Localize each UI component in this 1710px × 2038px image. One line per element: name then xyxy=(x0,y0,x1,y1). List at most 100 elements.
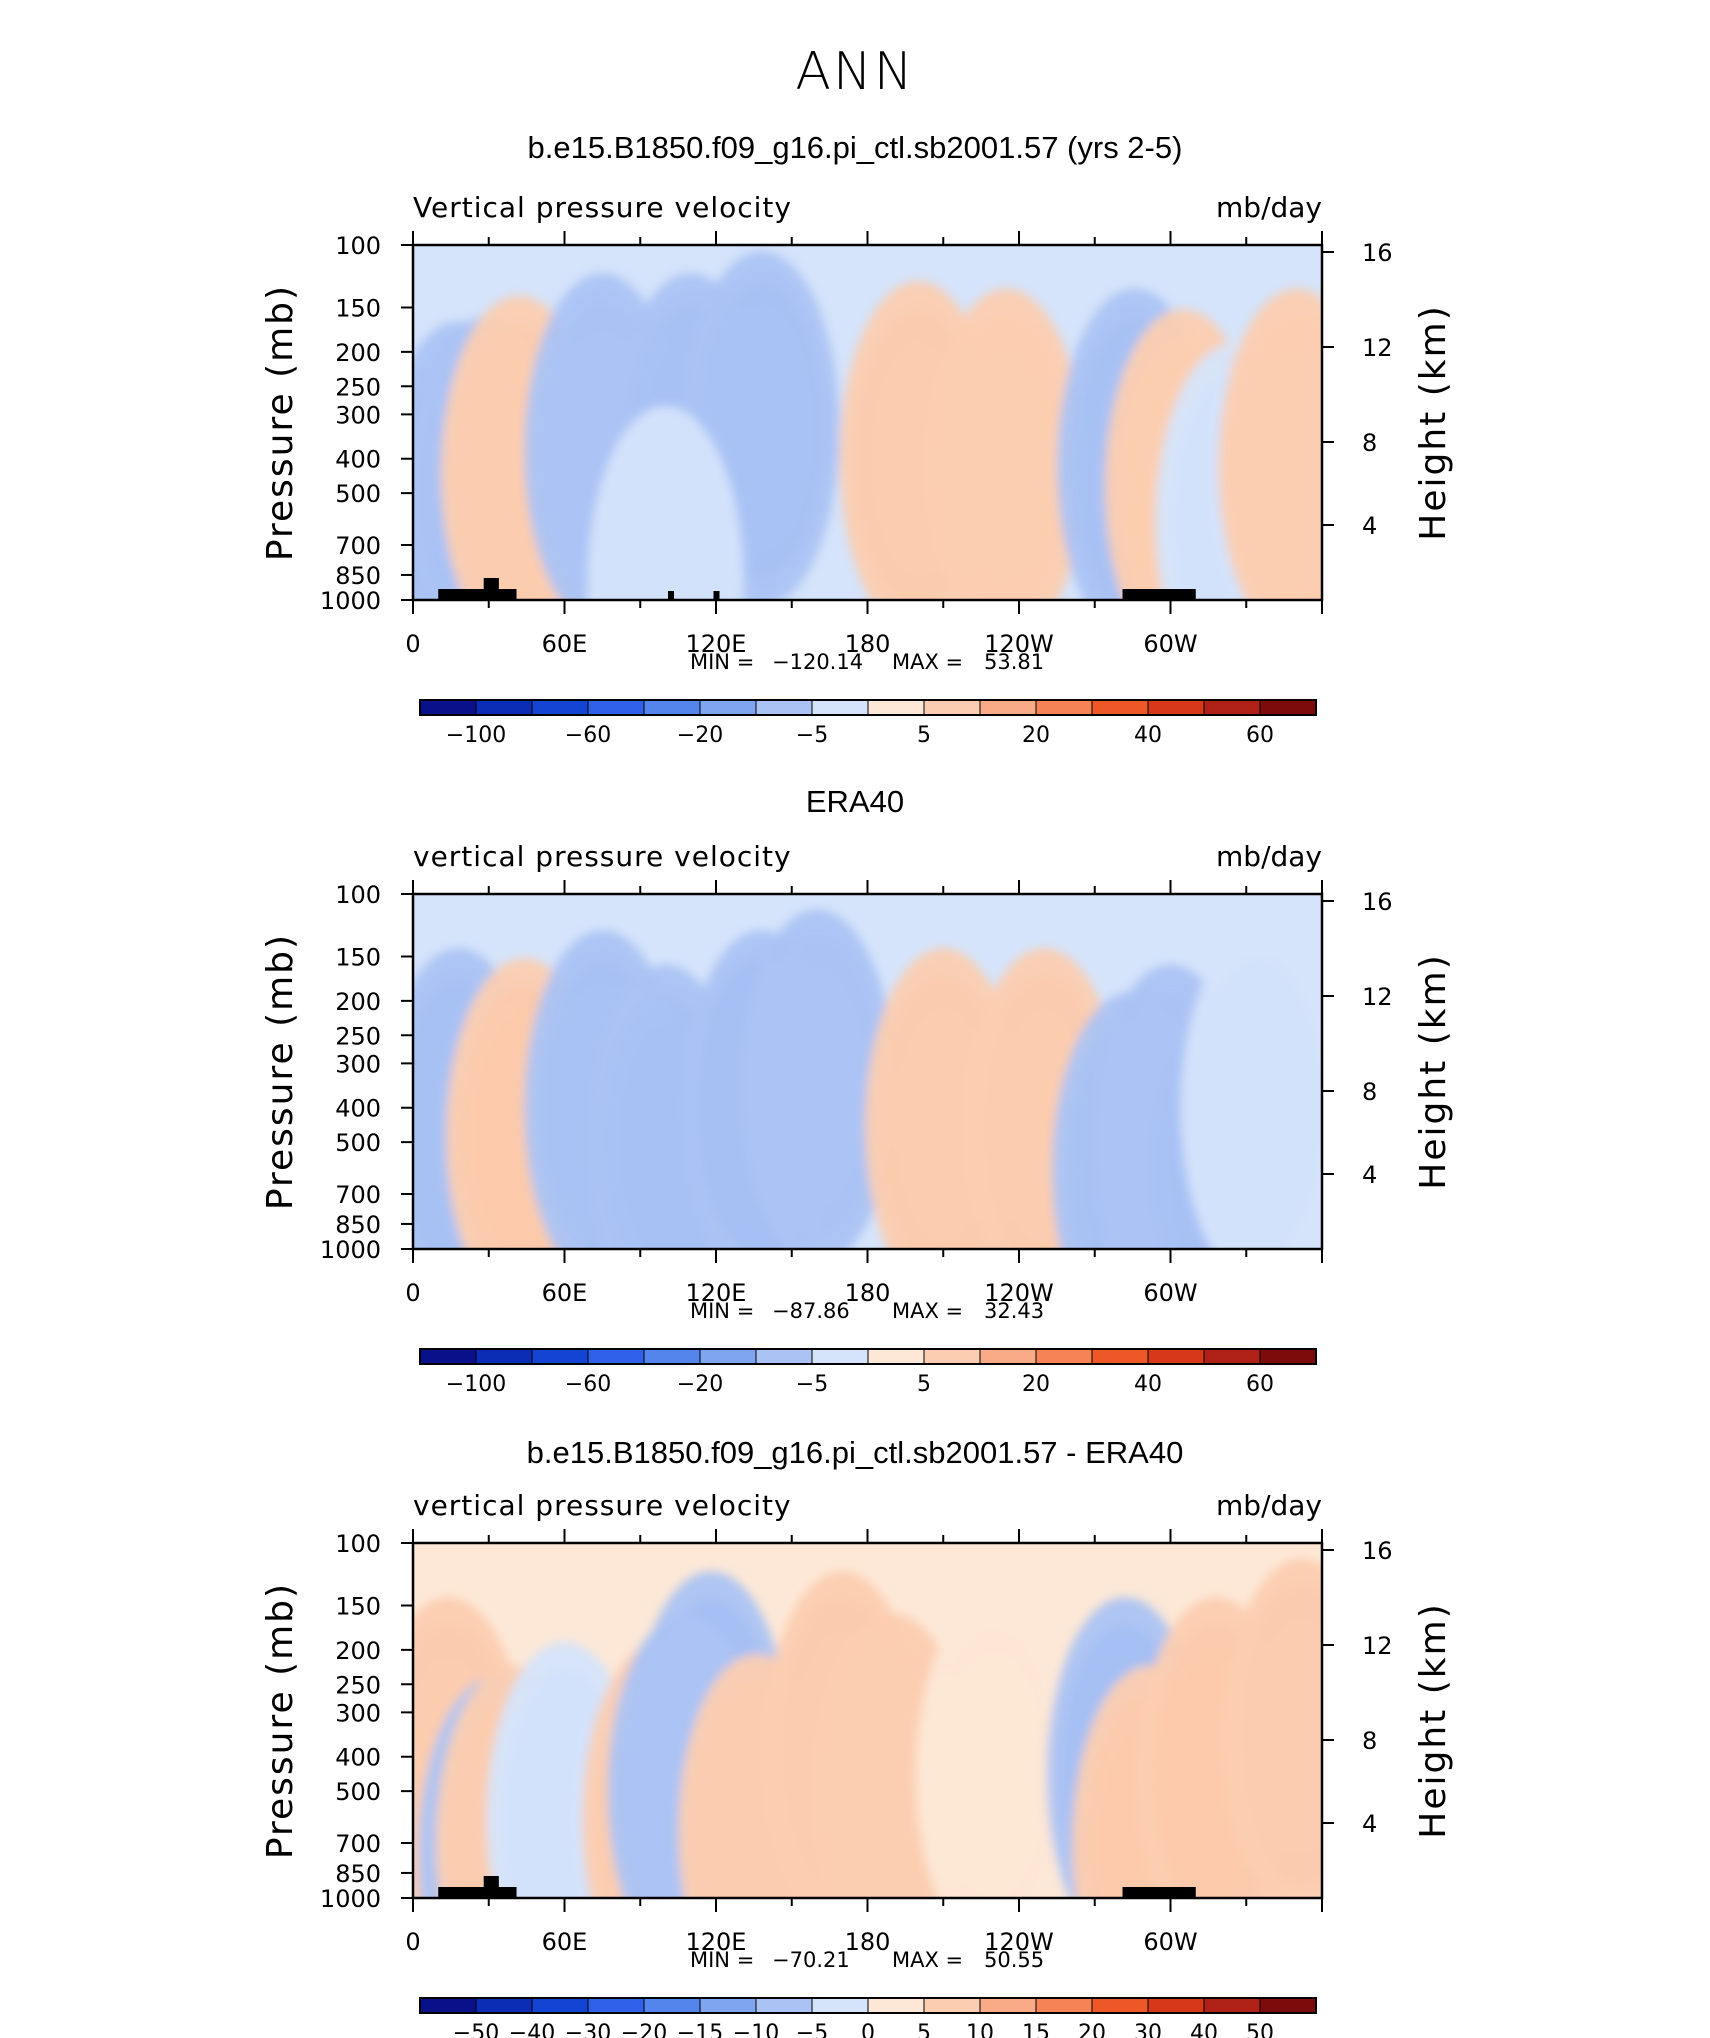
y-tick-label: 200 xyxy=(335,1637,381,1665)
colorbar-label: −10 xyxy=(733,2021,779,2038)
colorbar-swatch xyxy=(531,1997,589,2014)
colorbar-swatch xyxy=(699,1348,757,1365)
colorbar-label: −40 xyxy=(509,2021,555,2038)
panel-units-label: mb/day xyxy=(1216,191,1322,224)
figure-title: ANN xyxy=(795,42,915,102)
y2-axis-label: Height (km) xyxy=(1413,953,1454,1189)
colorbar-swatch xyxy=(419,1348,477,1365)
terrain-andes xyxy=(1122,589,1196,600)
y-tick-label: 1000 xyxy=(320,1236,381,1264)
colorbar-label: 40 xyxy=(1190,2021,1218,2038)
colorbar-swatch xyxy=(923,699,981,716)
colorbar-swatch xyxy=(811,1997,869,2014)
colorbar-swatch xyxy=(419,1997,477,2014)
colorbar-swatch xyxy=(643,1348,701,1365)
colorbar-label: −20 xyxy=(677,1372,723,1397)
y-tick-label: 200 xyxy=(335,339,381,367)
colorbar-label: −100 xyxy=(446,723,506,748)
colorbar-swatch xyxy=(1259,1348,1317,1365)
colorbar-label: −50 xyxy=(453,2021,499,2038)
x-tick-label: 60E xyxy=(542,1928,588,1956)
y-tick-label: 250 xyxy=(335,1022,381,1050)
x-tick-label: 120W xyxy=(984,1279,1054,1307)
panel-left-label: vertical pressure velocity xyxy=(413,1489,792,1522)
colorbar-swatch xyxy=(979,1997,1037,2014)
x-tick-label: 180 xyxy=(845,1279,891,1307)
colorbar-label: −100 xyxy=(446,1372,506,1397)
colorbar-label: −5 xyxy=(796,723,828,748)
colorbar-swatch xyxy=(1203,699,1261,716)
y-tick-label: 850 xyxy=(335,1211,381,1239)
colorbar-swatch xyxy=(1147,699,1205,716)
y2-tick-label: 16 xyxy=(1362,1537,1393,1565)
colorbar-swatch xyxy=(867,699,925,716)
colorbar-swatch xyxy=(531,699,589,716)
y-tick-label: 300 xyxy=(335,1699,381,1727)
x-tick-label: 120E xyxy=(686,1928,747,1956)
terrain-sumatra xyxy=(668,591,675,600)
y-tick-label: 700 xyxy=(335,532,381,560)
panel-3-title: b.e15.B1850.f09_g16.pi_ctl.sb2001.57 - E… xyxy=(526,1435,1184,1470)
colorbar-swatch xyxy=(1091,1997,1149,2014)
min-label: MIN = xyxy=(690,650,754,674)
panel-units-label: mb/day xyxy=(1216,840,1322,873)
contour-region xyxy=(739,909,895,1249)
y-tick-label: 250 xyxy=(335,1671,381,1699)
colorbar-swatch xyxy=(419,699,477,716)
y2-axis-label: Height (km) xyxy=(1413,1602,1454,1838)
contour-region xyxy=(1218,288,1322,600)
y2-tick-label: 4 xyxy=(1362,1161,1377,1189)
colorbar-label: 20 xyxy=(1078,2021,1106,2038)
terrain-andes xyxy=(1122,1887,1196,1898)
y2-tick-label: 4 xyxy=(1362,512,1377,540)
y2-axis-label: Height (km) xyxy=(1413,304,1454,540)
x-tick-label: 120W xyxy=(984,630,1054,658)
colorbar-label: 5 xyxy=(917,1372,931,1397)
colorbar-swatch xyxy=(1147,1348,1205,1365)
colorbar-swatch xyxy=(1035,1348,1093,1365)
contour-region xyxy=(915,1597,1072,1898)
colorbar-swatch xyxy=(587,1348,645,1365)
colorbar-label: 20 xyxy=(1022,723,1050,748)
min-label: MIN = xyxy=(690,1948,754,1972)
colorbar-label: −15 xyxy=(677,2021,723,2038)
colorbar-swatch xyxy=(475,699,533,716)
x-tick-label: 0 xyxy=(405,630,420,658)
colorbar-swatch xyxy=(979,1348,1037,1365)
y-tick-label: 100 xyxy=(335,881,381,909)
x-tick-label: 180 xyxy=(845,1928,891,1956)
x-tick-label: 60E xyxy=(542,1279,588,1307)
x-tick-label: 120E xyxy=(686,1279,747,1307)
y-tick-label: 500 xyxy=(335,1129,381,1157)
panel-1-title: b.e15.B1850.f09_g16.pi_ctl.sb2001.57 (yr… xyxy=(527,130,1183,165)
colorbar-label: 0 xyxy=(861,2021,875,2038)
colorbar-swatch xyxy=(755,1997,813,2014)
colorbar-label: 5 xyxy=(917,2021,931,2038)
y2-tick-label: 4 xyxy=(1362,1810,1377,1838)
min-value: −120.14 xyxy=(772,650,863,674)
colorbar-frame xyxy=(419,1997,1317,2014)
colorbar-label: 40 xyxy=(1134,723,1162,748)
colorbar-swatch xyxy=(1203,1348,1261,1365)
colorbar-swatch xyxy=(643,699,701,716)
y-tick-label: 400 xyxy=(335,446,381,474)
y2-tick-label: 8 xyxy=(1362,429,1377,457)
colorbar-swatch xyxy=(1035,699,1093,716)
y-tick-label: 300 xyxy=(335,401,381,429)
y2-tick-label: 12 xyxy=(1362,983,1393,1011)
contour-region xyxy=(587,406,744,600)
y2-tick-label: 16 xyxy=(1362,239,1393,267)
y2-tick-label: 8 xyxy=(1362,1727,1377,1755)
x-tick-label: 60E xyxy=(542,630,588,658)
y-tick-label: 250 xyxy=(335,373,381,401)
colorbar-swatch xyxy=(1091,699,1149,716)
max-label: MAX = xyxy=(892,650,963,674)
x-tick-label: 60W xyxy=(1143,1928,1197,1956)
y-tick-label: 1000 xyxy=(320,1885,381,1913)
terrain-africa xyxy=(483,578,499,600)
colorbar-swatch xyxy=(1259,1997,1317,2014)
colorbar-label: 15 xyxy=(1022,2021,1050,2038)
colorbar-swatch xyxy=(643,1997,701,2014)
y-tick-label: 700 xyxy=(335,1181,381,1209)
min-label: MIN = xyxy=(690,1299,754,1323)
